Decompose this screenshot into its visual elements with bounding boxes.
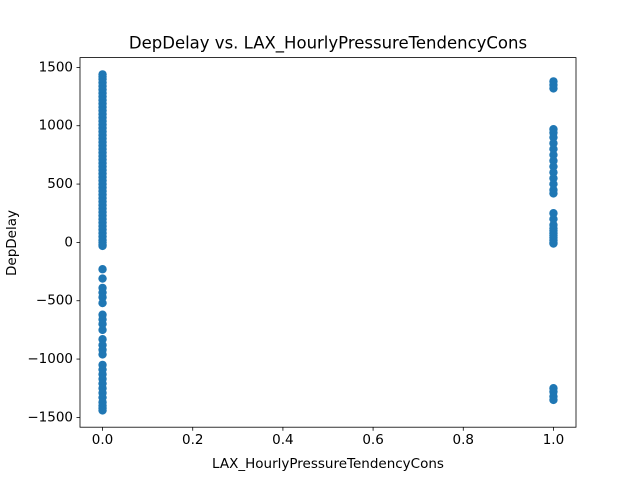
y-tick-label: 500: [47, 176, 73, 192]
point: [549, 156, 558, 165]
y-tick-label: 0: [64, 234, 73, 250]
point: [98, 265, 107, 274]
x-tick-label: 1.0: [543, 432, 564, 448]
point: [549, 395, 558, 405]
x-tick-label: 0.6: [362, 432, 383, 448]
point: [549, 144, 558, 154]
y-tick-label: −1000: [27, 351, 73, 367]
point: [549, 214, 558, 224]
x-axis-label: LAX_HourlyPressureTendencyCons: [212, 456, 444, 472]
point: [549, 84, 558, 93]
point: [549, 179, 558, 189]
y-tick-label: −1500: [27, 409, 73, 425]
point: [549, 162, 558, 171]
point: [98, 319, 107, 329]
point: [98, 335, 107, 344]
point: [98, 293, 107, 302]
point: [549, 239, 558, 248]
point: [98, 241, 107, 251]
point: [549, 133, 558, 142]
point: [549, 209, 558, 218]
point: [98, 406, 107, 415]
x-tick-label: 0.4: [272, 432, 293, 448]
point: [98, 274, 107, 283]
chart-title: DepDelay vs. LAX_HourlyPressureTendencyC…: [129, 34, 527, 54]
point: [98, 325, 107, 335]
point: [98, 298, 107, 308]
x-tick-label: 0.8: [453, 432, 474, 448]
y-tick-label: 1500: [39, 59, 73, 75]
point: [549, 139, 558, 148]
point: [549, 150, 558, 160]
y-tick-label: 1000: [39, 118, 73, 134]
point: [549, 189, 558, 198]
axes-frame: [79, 57, 577, 428]
point: [549, 168, 558, 177]
y-axis-label: DepDelay: [4, 210, 20, 276]
y-tick-label: −500: [36, 293, 73, 309]
point: [549, 174, 558, 183]
x-tick-label: 0.0: [92, 432, 113, 448]
x-tick-label: 0.2: [182, 432, 203, 448]
point: [98, 350, 107, 359]
